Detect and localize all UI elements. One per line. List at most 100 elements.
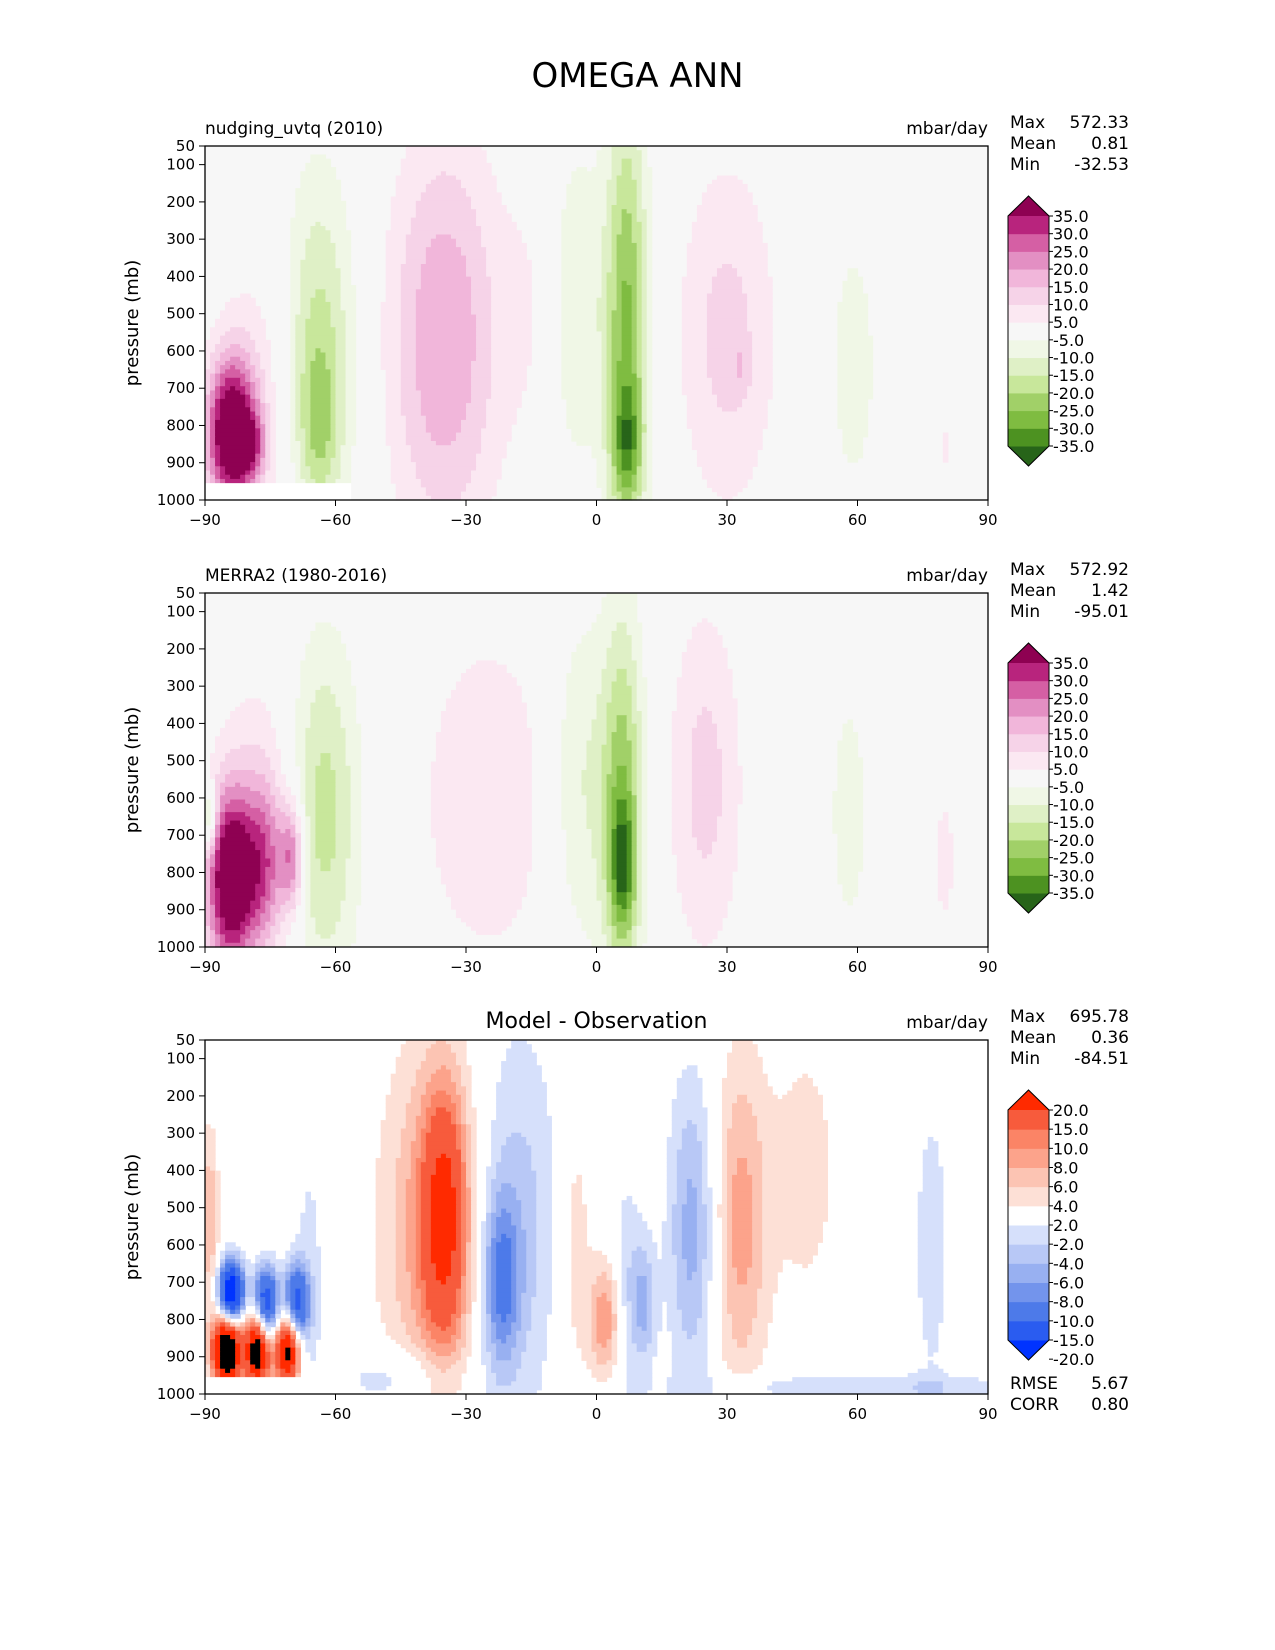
- contour-cell: [445, 883, 527, 889]
- contour-cell: [671, 1120, 688, 1125]
- contour-cell: [350, 770, 362, 775]
- contour-cell: [460, 917, 512, 923]
- contour-cell: [586, 757, 603, 763]
- contour-cell: [466, 668, 507, 674]
- contour-cell: [601, 673, 618, 678]
- contour-cell: [481, 238, 522, 244]
- contour-cell: [491, 352, 532, 358]
- contour-cell: [631, 158, 643, 164]
- contour-cell: [626, 626, 643, 632]
- contour-cell: [315, 356, 327, 362]
- contour-cell: [671, 1115, 708, 1121]
- contour-cell: [220, 854, 261, 860]
- contour-cell: [265, 432, 271, 438]
- contour-cell: [671, 719, 698, 725]
- contour-cell: [631, 478, 638, 484]
- contour-cell: [285, 799, 296, 805]
- contour-cell: [345, 757, 362, 763]
- contour-cell: [270, 424, 276, 429]
- contour-cell: [511, 1276, 517, 1281]
- contour-cell: [832, 820, 864, 826]
- contour-cell: [641, 820, 648, 826]
- contour-cell: [415, 1208, 422, 1214]
- contour-cell: [420, 1254, 432, 1260]
- contour-cell: [471, 390, 492, 396]
- contour-cell: [536, 1208, 552, 1214]
- contour-cell: [335, 854, 352, 860]
- contour-cell: [310, 829, 317, 834]
- contour-cell: [466, 1276, 472, 1281]
- contour-cell: [400, 297, 417, 303]
- contour-cell: [742, 276, 773, 282]
- contour-cell: [616, 255, 638, 261]
- contour-cell: [837, 394, 874, 400]
- contour-cell: [641, 795, 648, 801]
- contour-cell: [315, 765, 332, 771]
- contour-cell: [410, 1141, 422, 1146]
- contour-cell: [606, 285, 618, 290]
- contour-cell: [255, 1267, 261, 1273]
- contour-cell: [430, 1115, 452, 1121]
- contour-cell: [611, 213, 623, 219]
- contour-cell: [636, 200, 643, 206]
- contour-cell: [300, 441, 306, 446]
- contour-cell: [636, 660, 643, 666]
- contour-cell: [330, 403, 337, 408]
- contour-cell: [681, 335, 708, 341]
- contour-cell: [430, 1073, 452, 1079]
- contour-cell: [205, 377, 211, 383]
- contour-cell: [747, 318, 773, 324]
- contour-cell: [215, 415, 221, 421]
- contour-cell: [611, 761, 633, 767]
- contour-cell: [611, 930, 618, 935]
- contour-cell: [837, 398, 869, 404]
- contour-cell: [727, 1153, 763, 1159]
- contour-cell: [671, 711, 703, 716]
- contour-cell: [837, 335, 874, 341]
- contour-cell: [631, 744, 638, 750]
- contour-cell: [636, 259, 643, 265]
- contour-cell: [631, 921, 638, 927]
- contour-cell: [395, 1217, 407, 1222]
- contour-cell: [295, 888, 301, 893]
- contour-cell: [571, 1225, 588, 1231]
- contour-cell: [215, 390, 221, 396]
- contour-cell: [721, 1166, 728, 1172]
- contour-cell: [601, 913, 608, 919]
- contour-cell: [205, 352, 211, 358]
- x-tick-label: 0: [592, 511, 602, 529]
- contour-cell: [325, 226, 347, 231]
- contour-cell: [460, 1217, 467, 1222]
- contour-cell: [536, 1217, 552, 1222]
- contour-cell: [561, 386, 603, 392]
- contour-cell: [420, 1246, 432, 1252]
- contour-cell: [280, 1284, 286, 1290]
- contour-cell: [275, 1263, 286, 1269]
- contour-cell: [460, 1094, 467, 1100]
- contour-cell: [606, 816, 613, 822]
- contour-cell: [375, 1212, 397, 1218]
- contour-cell: [250, 394, 256, 400]
- contour-cell: [405, 255, 427, 261]
- contour-cell: [260, 390, 266, 396]
- contour-cell: [255, 1271, 261, 1277]
- contour-cell: [420, 276, 472, 282]
- contour-cell: [606, 318, 613, 324]
- contour-cell: [606, 875, 613, 881]
- contour-cell: [762, 1229, 823, 1235]
- contour-cell: [696, 457, 758, 463]
- contour-cell: [305, 1271, 311, 1277]
- contour-cell: [295, 854, 301, 860]
- contour-cell: [601, 841, 608, 847]
- contour-cell: [295, 360, 306, 366]
- contour-cell: [295, 318, 306, 324]
- contour-cell: [415, 306, 472, 311]
- contour-cell: [591, 449, 608, 455]
- contour-cell: [335, 432, 347, 438]
- contour-cell: [727, 1170, 738, 1176]
- contour-cell: [476, 339, 492, 345]
- contour-cell: [516, 1191, 537, 1197]
- contour-cell: [330, 753, 347, 758]
- contour-cell: [631, 774, 638, 780]
